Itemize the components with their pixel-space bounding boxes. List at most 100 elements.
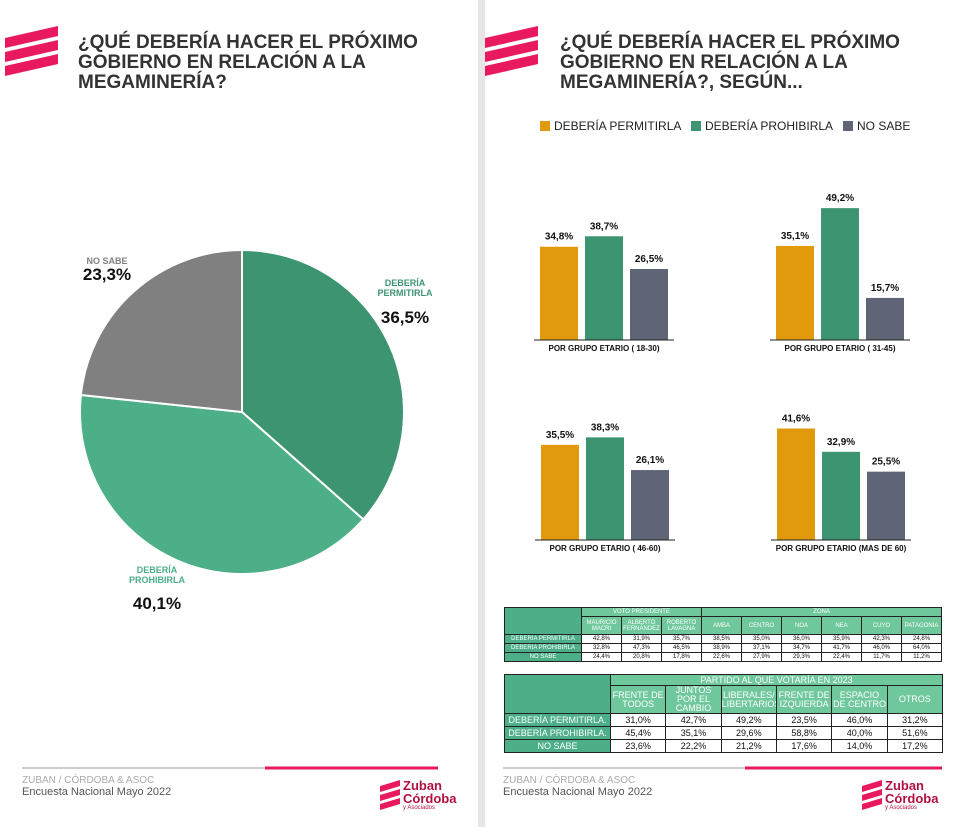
data-cell: 31,0%: [609, 713, 667, 727]
pie-slice: [79, 248, 243, 414]
data-cell: 20,8%: [621, 652, 662, 662]
bar: [631, 470, 669, 540]
row-label: DEBERÍA PERMITIRLA: [504, 634, 582, 644]
data-cell: 29,3%: [781, 652, 823, 662]
data-cell: 35,0%: [741, 634, 783, 644]
data-cell: 42,8%: [581, 634, 622, 644]
data-cell: 11,2%: [901, 652, 943, 662]
pie-slice: [241, 248, 405, 521]
data-table: VOTO PRESIDENTE ZONA MAURICIO MACRI ALBERTO…: [504, 607, 943, 662]
data-row: NO SABE 23,6% 22,2% 21,2% 17,6% 14,0% 17,2%: [504, 739, 944, 753]
column-header: NEA: [821, 616, 863, 635]
header-row: PARTIDO AL QUE VOTARÍA EN 2023: [504, 674, 944, 714]
column-header: FRENTE DE IZQUIERDA: [775, 685, 833, 714]
row-label: NO SABE: [504, 652, 582, 662]
column-header: ESPACIO DE CENTRO: [831, 685, 888, 714]
bar: [822, 451, 860, 540]
row-label: DEBERÍA PERMITIRLA.: [504, 713, 611, 727]
column-header: ROBERTO LAVAGNA: [660, 616, 703, 635]
pie-category: DEBERÍA PROHIBIRLA: [129, 565, 185, 585]
corner-cell: [504, 674, 611, 714]
legend-label: DEBERÍA PERMITIRLA: [554, 118, 681, 133]
bar-value-label: 35,5%: [546, 430, 574, 441]
data-cell: 32,8%: [581, 643, 622, 653]
bar: [776, 245, 814, 340]
data-cell: 46,0%: [861, 643, 903, 653]
data-cell: 46,0%: [831, 713, 888, 727]
pie-value: 23,3%: [82, 265, 132, 284]
data-cell: 49,2%: [720, 713, 777, 727]
legend-label: DEBERÍA PROHIBIRLA: [705, 118, 833, 133]
data-cell: 38,5%: [701, 634, 743, 644]
column-header: JUNTOS POR EL CAMBIO: [665, 685, 722, 714]
bar: [585, 236, 623, 340]
data-cell: 40,0%: [831, 726, 888, 740]
data-cell: 36,0%: [781, 634, 823, 644]
bar-value-label: 26,1%: [636, 455, 664, 466]
logo-sub: y Asociados: [885, 805, 918, 811]
data-cell: 24,4%: [581, 652, 622, 662]
footer-logo-mark: [380, 780, 882, 810]
row-label: DEBERÍA PROHIBIRLA: [504, 643, 582, 653]
row-label: DEBERÍA PROHIBIRLA.: [504, 726, 611, 740]
bar-value-label: 34,8%: [545, 232, 573, 243]
bar-value-label: 32,9%: [827, 437, 855, 448]
data-cell: 27,9%: [741, 652, 783, 662]
data-row: DEBERÍA PERMITIRLA. 31,0% 42,7% 49,2% 23,5% 4…: [504, 713, 944, 727]
group-header: PARTIDO AL QUE VOTARÍA EN 2023: [609, 674, 944, 686]
data-cell: 58,8%: [775, 726, 833, 740]
logo-word: Córdoba: [885, 791, 939, 806]
group-header: VOTO PRESIDENTE: [580, 607, 703, 617]
group-header: ZONA: [701, 607, 943, 617]
bar: [777, 428, 815, 540]
row-label: NO SABE: [504, 739, 611, 753]
bar: [821, 208, 859, 340]
pie-category: NO SABE: [86, 256, 128, 266]
data-cell: 34,7%: [781, 643, 823, 653]
title-line: GOBIERNO EN RELACIÓN A LA: [560, 52, 848, 73]
data-row: NO SABE 24,4% 20,8% 17,8% 22,6% 27,9% 29,3% 22,…: [504, 652, 943, 662]
data-cell: 31,9%: [621, 634, 662, 644]
data-cell: 35,9%: [821, 634, 863, 644]
data-cell: 23,6%: [609, 739, 667, 753]
data-cell: 23,5%: [775, 713, 833, 727]
data-cell: 31,2%: [886, 713, 944, 727]
pie-value: 40,1%: [132, 594, 182, 613]
data-row: DEBERÍA PROHIBIRLA 32,8% 47,3% 46,5% 38,9% 37…: [504, 643, 943, 653]
header-row: VOTO PRESIDENTE ZONA: [504, 607, 943, 635]
pie-category: DEBERÍA PERMITIRLA: [377, 278, 433, 298]
header-row: MAURICIO MACRI ALBERTO FERNÁNDEZ ROBERTO L…: [505, 616, 943, 635]
data-cell: 42,3%: [861, 634, 903, 644]
data-cell: 14,0%: [831, 739, 888, 753]
bar-chart-title: POR GRUPO ETARIO ( 46-60): [550, 544, 661, 553]
data-cell: 42,7%: [665, 713, 722, 727]
bar: [586, 437, 624, 540]
pie-slice: [79, 393, 365, 575]
data-cell: 37,1%: [741, 643, 783, 653]
data-cell: 17,2%: [886, 739, 944, 753]
legend-label: NO SABE: [857, 119, 910, 133]
logo-word: Zuban: [403, 778, 442, 793]
title-line: ¿QUÉ DEBERÍA HACER EL PRÓXIMO: [78, 32, 418, 53]
column-header: CENTRO: [741, 616, 783, 635]
title-line: MEGAMINERÍA?, SEGÚN...: [560, 72, 803, 93]
data-cell: 29,6%: [720, 726, 777, 740]
pie-value: 36,5%: [380, 308, 430, 327]
top-logo: [5, 26, 538, 76]
data-cell: 38,9%: [701, 643, 743, 653]
data-cell: 22,2%: [665, 739, 722, 753]
bar-value-label: 25,5%: [872, 457, 900, 468]
column-header: FRENTE DE TODOS: [609, 685, 667, 714]
bar: [541, 444, 579, 540]
footer-brand: ZUBAN / CÓRDOBA & ASOC: [22, 775, 155, 786]
footer-survey: Encuesta Nacional Mayo 2022: [22, 786, 172, 798]
title-line: ¿QUÉ DEBERÍA HACER EL PRÓXIMO: [560, 32, 900, 53]
column-header: PATAGONIA: [901, 616, 943, 635]
data-table: PARTIDO AL QUE VOTARÍA EN 2023 FRENTE DE …: [504, 674, 944, 753]
legend-swatch: [843, 121, 853, 131]
data-cell: 51,6%: [886, 726, 944, 740]
footer-brand: ZUBAN / CÓRDOBA & ASOC: [503, 775, 636, 786]
footer-survey: Encuesta Nacional Mayo 2022: [503, 786, 653, 798]
column-header: LIBERALES/ LIBERTARIOS: [720, 685, 777, 714]
